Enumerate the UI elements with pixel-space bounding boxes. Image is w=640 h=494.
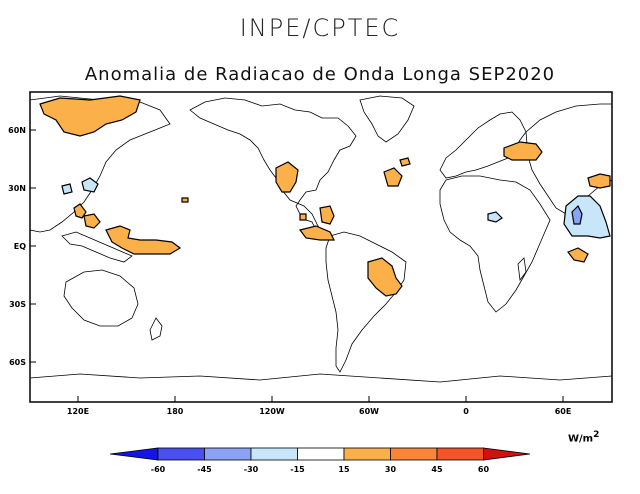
- antarctica-coast: [29, 373, 613, 383]
- greenland-coast: [359, 95, 415, 143]
- anomaly-negative-east-asia: [81, 177, 99, 193]
- new-zealand-coast: [149, 317, 163, 341]
- africa-coast: [439, 175, 551, 313]
- anomaly-positive-siberia: [39, 95, 141, 137]
- anomaly-positive-asia-east: [587, 173, 611, 189]
- units-text: W/m: [568, 433, 594, 445]
- anomaly-positive-east-pacific: [298, 225, 335, 241]
- anomaly-positive-tropical-pacific: [105, 225, 182, 255]
- anomaly-regions: [39, 95, 611, 297]
- colorbar-units: W/m2: [568, 430, 599, 444]
- anomaly-positive-north-america: [275, 161, 299, 193]
- colorbar-label: 30: [385, 465, 397, 474]
- colorbar-label: -30: [244, 465, 259, 474]
- lon-label-120w: 120W: [259, 407, 285, 416]
- colorbar-label: -45: [197, 465, 212, 474]
- anomaly-negative-indian-ocean-core: [571, 204, 583, 225]
- colorbar-segment: [436, 447, 484, 461]
- lat-label-60n: 60N: [8, 126, 26, 135]
- colorbar-label: 15: [338, 465, 350, 474]
- anomaly-positive-philippines: [73, 203, 87, 219]
- anomaly-positive-central-america-small: [299, 213, 307, 221]
- colorbar-segment: [297, 447, 345, 461]
- colorbar: -60 -45 -30 -15 15 30 45 60: [109, 447, 531, 474]
- europe-coast: [439, 111, 527, 179]
- colorbar-arrow-left: [109, 447, 159, 461]
- colorbar-arrow-right: [483, 447, 531, 461]
- colorbar-segment: [390, 447, 438, 461]
- east-asia-coast: [29, 95, 171, 233]
- units-exponent: 2: [593, 430, 600, 440]
- south-america-coast: [325, 231, 407, 373]
- org-title: INPE/CPTEC: [239, 14, 401, 42]
- map-title: Anomalia de Radiacao de Onda Longa SEP20…: [84, 64, 556, 85]
- lon-label-60e: 60E: [555, 407, 572, 416]
- lat-label-30n: 30N: [8, 184, 26, 193]
- colorbar-label: 60: [478, 465, 490, 474]
- colorbar-label: -60: [151, 465, 166, 474]
- lat-label-30s: 30S: [9, 300, 26, 309]
- longitude-axis: 120E 180 120W 60W 0 60E: [67, 396, 571, 416]
- anomaly-positive-greenland-east: [399, 157, 411, 167]
- anomaly-negative-east-asia-small: [61, 183, 73, 195]
- anomaly-positive-south-china-sea: [83, 213, 101, 229]
- lat-label-60s: 60S: [9, 358, 26, 367]
- latitude-axis: 60N 30N EQ 30S 60S: [8, 126, 36, 367]
- anomaly-positive-tiny-pacific: [181, 197, 189, 203]
- anomaly-positive-europe: [503, 141, 543, 161]
- colorbar-segment: [343, 447, 391, 461]
- anomaly-positive-central-america: [319, 205, 335, 225]
- anomaly-positive-brazil: [367, 257, 403, 297]
- lat-label-eq: EQ: [14, 242, 26, 251]
- lon-label-0: 0: [463, 407, 469, 416]
- colorbar-segment: [157, 447, 205, 461]
- map-frame: [29, 91, 613, 403]
- north-america-coast: [189, 97, 357, 233]
- maritime-continent-coast: [61, 231, 133, 263]
- anomaly-negative-indian-ocean: [563, 195, 611, 239]
- australia-coast: [63, 269, 139, 327]
- anomaly-positive-north-atlantic: [383, 167, 403, 187]
- madagascar-coast: [517, 257, 527, 282]
- colorbar-label: -15: [290, 465, 305, 474]
- colorbar-segment: [250, 447, 298, 461]
- colorbar-segment: [204, 447, 252, 461]
- lon-label-120e: 120E: [67, 407, 89, 416]
- lon-label-60w: 60W: [359, 407, 379, 416]
- lon-label-180: 180: [167, 407, 184, 416]
- asia-coast: [525, 103, 613, 215]
- anomaly-negative-arabian-sea: [487, 211, 503, 223]
- anomaly-positive-indian-ocean-south: [567, 247, 589, 263]
- colorbar-label: 45: [431, 465, 443, 474]
